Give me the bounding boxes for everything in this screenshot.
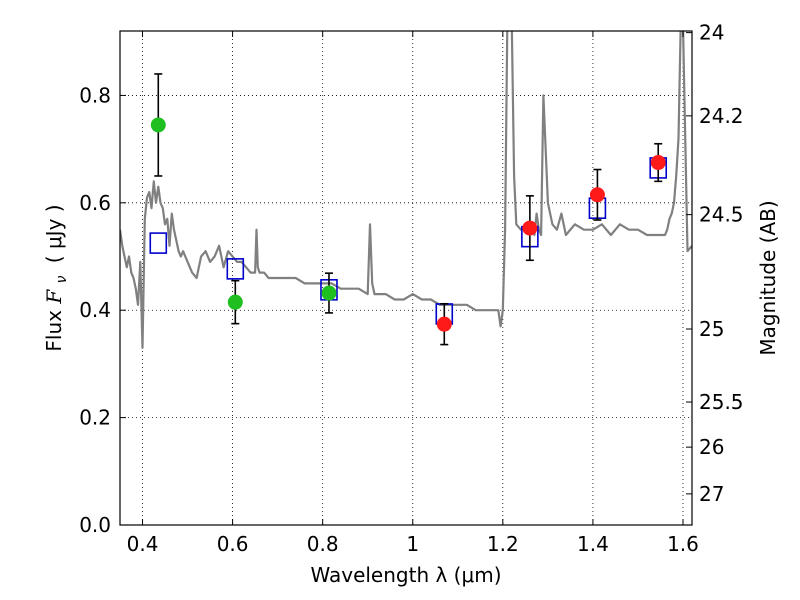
y-axis-title-prefix: Flux [42,304,66,352]
y-axis-title: Flux F ν ( μJy ) [42,204,71,351]
nir-point [650,155,666,171]
y2-tick-label: 24 [699,21,724,45]
y-axis-title-subscript: ν [54,275,70,283]
x-tick-label: 0.8 [307,532,339,556]
x-tick-label: 0.4 [127,532,159,556]
y-tick-label: 0.4 [79,298,111,322]
x-tick-label: 1.2 [487,532,519,556]
nir-point [522,220,538,236]
x-tick-label: 1 [406,532,419,556]
model-photometry-series [149,157,668,325]
model-sed-series [120,31,692,349]
optical-point [150,117,166,133]
x-tick-label: 1.4 [577,532,609,556]
observed-points [150,117,666,332]
y2-tick-label: 26 [699,435,724,459]
y2-axis-title: Magnitude (AB) [756,200,780,355]
axis-ticks: 0.4 0.6 0.8 1 1.2 1.4 1.6 0.0 0.2 0.4 0.6 0.8 24 24.2… [79,21,743,556]
optical-point [321,285,337,301]
y-axis-title-symbol: F [42,289,66,305]
y-tick-label: 0.2 [79,406,111,430]
y2-tick-label: 27 [699,482,724,506]
x-tick-label: 1.6 [667,532,699,556]
model-photometry-square [149,232,168,254]
y2-tick-label: 24.2 [699,104,744,128]
y2-tick-label: 25 [699,317,724,341]
nir-point [589,187,605,203]
y2-tick-label: 24.5 [699,203,744,227]
y2-tick-label: 25.5 [699,390,744,414]
grid [120,31,692,526]
optical-point [227,294,243,310]
y-tick-label: 0.6 [79,191,111,215]
y-axis-title-unit: ( μJy ) [42,204,66,263]
y-tick-label: 0.8 [79,83,111,107]
model-sed-line [120,31,692,349]
plot-frame [119,30,693,526]
nir-point [436,316,452,332]
model-photometry-square [226,258,245,280]
y-tick-label: 0.0 [79,513,111,537]
x-axis-title: Wavelength λ (μm) [310,563,501,587]
x-tick-label: 0.6 [217,532,249,556]
